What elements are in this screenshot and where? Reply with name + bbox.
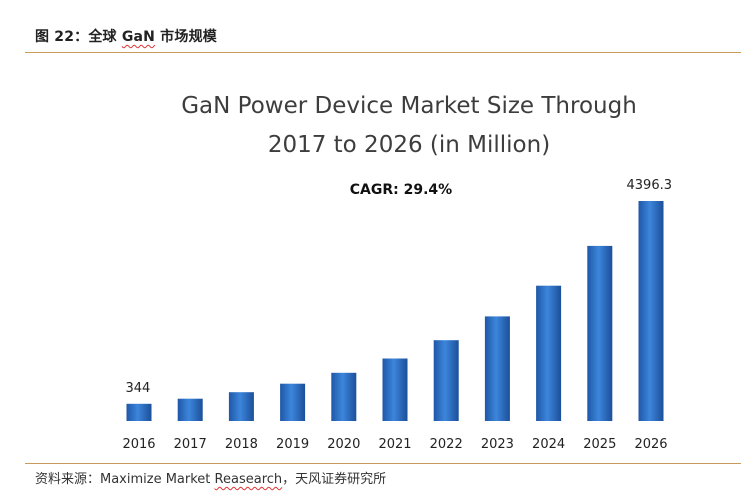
- bar-2017: [177, 398, 203, 421]
- figure-caption-suffix: 市场规模: [155, 29, 217, 45]
- data-label-2016: 344: [126, 381, 151, 396]
- bar-2025: [587, 245, 613, 421]
- bar-2022: [433, 340, 459, 421]
- top-divider: [25, 52, 741, 53]
- source-suffix: ，天风证券研究所: [282, 472, 387, 487]
- bar-2021: [382, 358, 408, 421]
- figure-caption-prefix: 图 22：全球: [35, 29, 122, 45]
- bar-2019: [280, 383, 306, 421]
- x-tick-2021: 2021: [378, 437, 411, 452]
- bar-2016: [126, 403, 152, 421]
- chart-title-line2: 2017 to 2026 (in Million): [268, 132, 550, 158]
- x-tick-2018: 2018: [225, 437, 258, 452]
- source-prefix: 资料来源：Maximize Market: [35, 472, 215, 487]
- source-note: 资料来源：Maximize Market Reasearch，天风证券研究所: [35, 468, 386, 487]
- x-tick-2026: 2026: [634, 437, 667, 452]
- bar-2026: [638, 201, 664, 421]
- bottom-divider: [25, 463, 741, 464]
- bar-2018: [228, 392, 254, 421]
- x-tick-2016: 2016: [122, 437, 155, 452]
- x-tick-2019: 2019: [276, 437, 309, 452]
- bar-2024: [536, 285, 562, 421]
- bar-2023: [484, 316, 510, 421]
- source-reasearch: Reasearch: [214, 472, 283, 487]
- x-tick-2022: 2022: [430, 437, 463, 452]
- x-tick-2017: 2017: [174, 437, 207, 452]
- data-label-2026: 4396.3: [627, 178, 673, 193]
- bar-2020: [331, 372, 357, 421]
- figure-caption-gan: GaN: [121, 29, 156, 45]
- chart-title-line1: GaN Power Device Market Size Through: [181, 93, 637, 119]
- labels-group: 2016 344 2017 2018 2019 2020 2021 2022 2023 2024 2…: [122, 178, 672, 452]
- x-tick-2025: 2025: [583, 437, 616, 452]
- x-tick-2023: 2023: [481, 437, 514, 452]
- bars-group: [126, 201, 664, 421]
- cagr-annotation: CAGR: 29.4%: [350, 182, 452, 198]
- figure-caption: 图 22：全球 GaN 市场规模: [35, 26, 217, 46]
- x-tick-2024: 2024: [532, 437, 565, 452]
- x-tick-2020: 2020: [327, 437, 360, 452]
